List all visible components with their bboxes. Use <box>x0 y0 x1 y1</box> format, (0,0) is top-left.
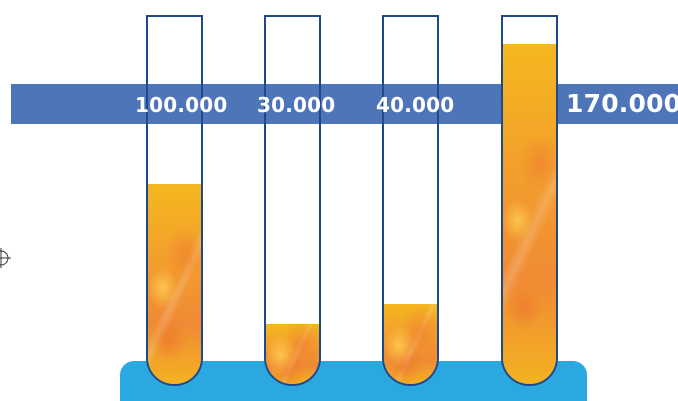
tube-liquid-3 <box>384 304 437 384</box>
value-band <box>11 84 678 124</box>
tube-rim <box>148 15 201 17</box>
tube-rim <box>503 15 556 17</box>
total-value: 170.000 <box>566 89 678 118</box>
tube-1-value: 100.000 <box>135 93 228 117</box>
crosshair-circle-icon <box>0 248 11 268</box>
tube-3-value: 40.000 <box>376 93 455 117</box>
test-tube-1 <box>146 15 203 386</box>
tube-rim <box>384 15 437 17</box>
tube-liquid-4 <box>503 44 556 384</box>
test-tube-4 <box>501 15 558 386</box>
tube-liquid-1 <box>148 184 201 384</box>
tube-liquid-2 <box>266 324 319 384</box>
test-tube-3 <box>382 15 439 386</box>
tube-2-value: 30.000 <box>257 93 336 117</box>
tube-rim <box>266 15 319 17</box>
test-tube-2 <box>264 15 321 386</box>
